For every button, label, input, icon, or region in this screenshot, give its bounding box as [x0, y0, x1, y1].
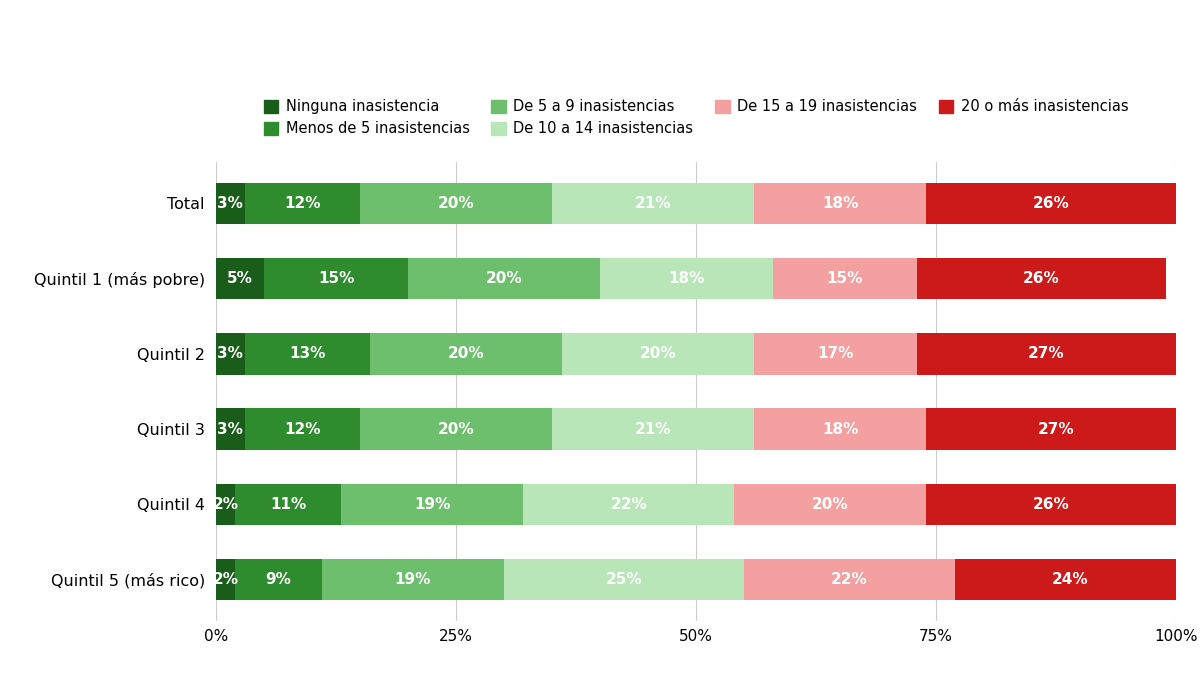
Bar: [264, 258, 408, 299]
Bar: [322, 559, 504, 600]
Bar: [504, 559, 744, 600]
Bar: [600, 258, 773, 299]
Bar: [523, 484, 734, 525]
Bar: [216, 559, 235, 600]
Bar: [754, 183, 926, 224]
Bar: [408, 258, 600, 299]
Bar: [216, 333, 245, 375]
Bar: [360, 183, 552, 224]
Text: 15%: 15%: [827, 271, 863, 286]
Text: 17%: 17%: [817, 346, 853, 361]
Bar: [245, 408, 360, 450]
Bar: [216, 408, 245, 450]
Text: 21%: 21%: [635, 196, 671, 211]
Text: 26%: 26%: [1033, 497, 1069, 512]
Text: 19%: 19%: [395, 572, 431, 587]
Bar: [744, 559, 955, 600]
Bar: [926, 484, 1176, 525]
Bar: [754, 333, 917, 375]
Text: 19%: 19%: [414, 497, 450, 512]
Text: 25%: 25%: [606, 572, 642, 587]
Bar: [917, 258, 1166, 299]
Text: 2%: 2%: [212, 497, 239, 512]
Text: 13%: 13%: [289, 346, 325, 361]
Bar: [926, 408, 1186, 450]
Bar: [245, 333, 370, 375]
Bar: [216, 183, 245, 224]
Text: 20%: 20%: [486, 271, 522, 286]
Text: 5%: 5%: [227, 271, 253, 286]
Text: 3%: 3%: [217, 346, 244, 361]
Text: 18%: 18%: [822, 422, 858, 437]
Text: 21%: 21%: [635, 422, 671, 437]
Bar: [955, 559, 1186, 600]
Text: 18%: 18%: [822, 196, 858, 211]
Bar: [552, 408, 754, 450]
Bar: [926, 183, 1176, 224]
Text: 22%: 22%: [611, 497, 647, 512]
Bar: [216, 484, 235, 525]
Bar: [754, 408, 926, 450]
Text: 11%: 11%: [270, 497, 306, 512]
Bar: [773, 258, 917, 299]
Text: 3%: 3%: [217, 422, 244, 437]
Bar: [360, 408, 552, 450]
Text: 20%: 20%: [438, 422, 474, 437]
Text: 26%: 26%: [1033, 196, 1069, 211]
Bar: [562, 333, 754, 375]
Bar: [917, 333, 1176, 375]
Text: 20%: 20%: [438, 196, 474, 211]
Text: 20%: 20%: [812, 497, 848, 512]
Bar: [370, 333, 562, 375]
Bar: [341, 484, 523, 525]
Text: 27%: 27%: [1038, 422, 1074, 437]
Text: 27%: 27%: [1028, 346, 1064, 361]
Text: 12%: 12%: [284, 422, 320, 437]
Legend: Ninguna inasistencia, Menos de 5 inasistencias, De 5 a 9 inasistencias, De 10 a : Ninguna inasistencia, Menos de 5 inasist…: [264, 99, 1128, 136]
Bar: [235, 484, 341, 525]
Bar: [216, 258, 264, 299]
Bar: [552, 183, 754, 224]
Bar: [235, 559, 322, 600]
Text: 20%: 20%: [448, 346, 484, 361]
Text: 20%: 20%: [640, 346, 676, 361]
Text: 24%: 24%: [1052, 572, 1088, 587]
Bar: [734, 484, 926, 525]
Text: 26%: 26%: [1024, 271, 1060, 286]
Text: 18%: 18%: [668, 271, 704, 286]
Text: 12%: 12%: [284, 196, 320, 211]
Text: 3%: 3%: [217, 196, 244, 211]
Text: 15%: 15%: [318, 271, 354, 286]
Text: 9%: 9%: [265, 572, 292, 587]
Bar: [245, 183, 360, 224]
Text: 22%: 22%: [832, 572, 868, 587]
Text: 2%: 2%: [212, 572, 239, 587]
